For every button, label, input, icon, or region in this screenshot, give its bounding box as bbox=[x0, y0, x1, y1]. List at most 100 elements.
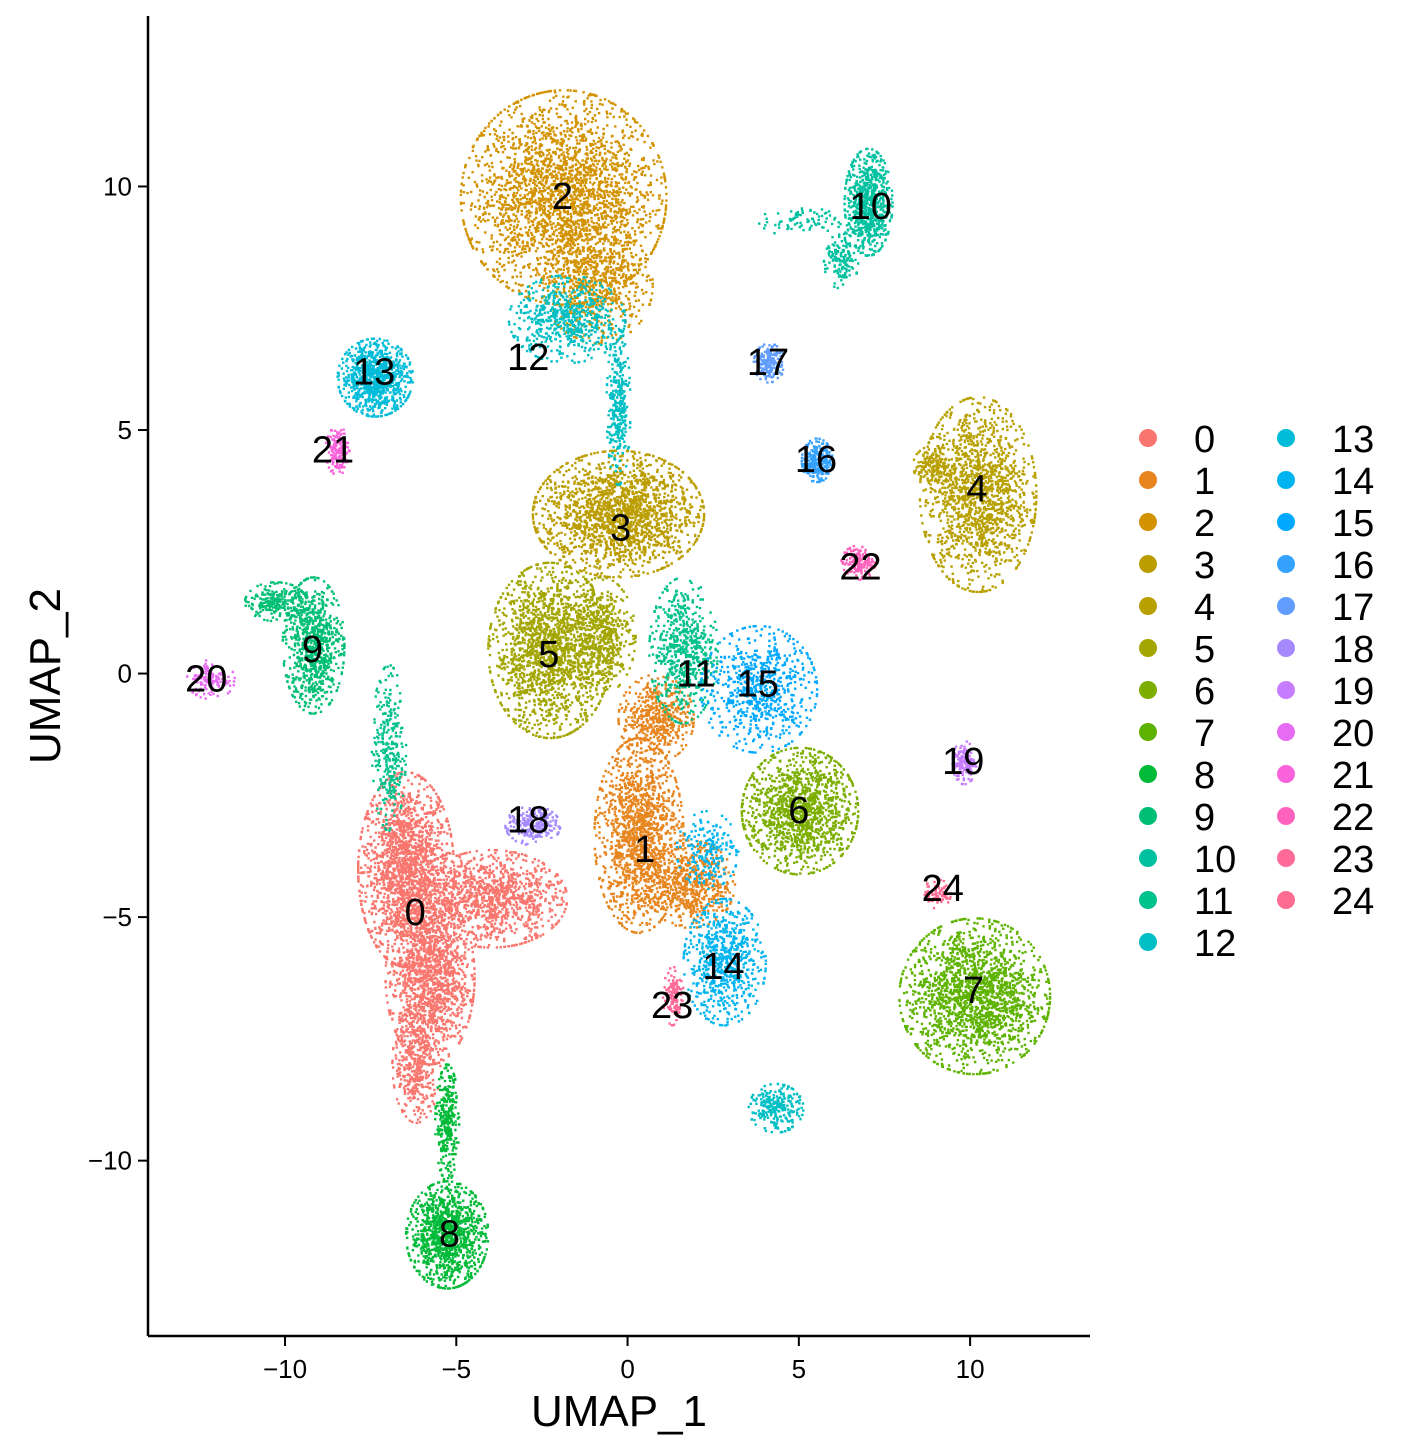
cluster-13-points bbox=[336, 337, 414, 418]
legend-key-11 bbox=[1139, 891, 1157, 909]
cluster-24-points bbox=[923, 878, 952, 910]
cluster-17-points bbox=[752, 343, 785, 384]
cluster-label-3: 3 bbox=[610, 507, 631, 549]
x-tick-label: 5 bbox=[792, 1354, 806, 1384]
legend-key-5 bbox=[1139, 639, 1157, 657]
cluster-8-cloud bbox=[404, 1063, 490, 1290]
legend-key-14 bbox=[1277, 471, 1295, 489]
x-tick-label: −10 bbox=[263, 1354, 307, 1384]
y-tick-label: −10 bbox=[88, 1146, 132, 1176]
legend-label-9: 9 bbox=[1194, 797, 1215, 839]
cluster-label-17: 17 bbox=[747, 342, 789, 384]
cluster-0-points bbox=[357, 771, 568, 1125]
y-tick-label: 10 bbox=[103, 171, 132, 201]
cluster-22-points bbox=[840, 545, 877, 581]
legend-label-6: 6 bbox=[1194, 671, 1215, 713]
legend-label-5: 5 bbox=[1194, 629, 1215, 671]
legend-key-1 bbox=[1139, 471, 1157, 489]
cluster-23-points bbox=[661, 966, 685, 1027]
cluster-label-4: 4 bbox=[966, 468, 987, 510]
cluster-label-9: 9 bbox=[302, 629, 323, 671]
cluster-7-points bbox=[898, 917, 1052, 1076]
cluster-16-points bbox=[800, 437, 834, 484]
cluster-1-cloud bbox=[593, 674, 737, 935]
cluster-23-cloud bbox=[661, 966, 685, 1027]
legend-key-7 bbox=[1139, 723, 1157, 741]
cluster-20-cloud bbox=[186, 659, 236, 700]
legend-label-3: 3 bbox=[1194, 545, 1215, 587]
legend-label-2: 2 bbox=[1194, 503, 1215, 545]
cluster-13-cloud bbox=[336, 337, 414, 418]
y-axis-title: UMAP_2 bbox=[21, 588, 70, 764]
legend-label-14: 14 bbox=[1332, 461, 1374, 503]
cluster-label-21: 21 bbox=[312, 430, 354, 472]
legend-label-20: 20 bbox=[1332, 713, 1374, 755]
cluster-16-cloud bbox=[800, 437, 834, 484]
y-tick-label: −5 bbox=[102, 902, 132, 932]
cluster-label-24: 24 bbox=[922, 868, 964, 910]
cluster-label-2: 2 bbox=[552, 176, 573, 218]
legend-key-15 bbox=[1277, 513, 1295, 531]
cluster-21-points bbox=[325, 428, 351, 475]
cluster-label-18: 18 bbox=[507, 800, 549, 842]
legend-label-23: 23 bbox=[1332, 839, 1374, 881]
cluster-label-10: 10 bbox=[850, 186, 892, 228]
legend-label-10: 10 bbox=[1194, 839, 1236, 881]
legend-label-8: 8 bbox=[1194, 755, 1215, 797]
cluster-15-cloud bbox=[699, 625, 819, 754]
legend-label-15: 15 bbox=[1332, 503, 1374, 545]
x-axis-title: UMAP_1 bbox=[531, 1387, 707, 1436]
legend-key-19 bbox=[1277, 681, 1295, 699]
cluster-4-cloud bbox=[912, 396, 1038, 594]
legend-key-0 bbox=[1139, 429, 1157, 447]
cluster-22-cloud bbox=[840, 545, 877, 581]
cluster-19-points bbox=[951, 740, 978, 786]
legend-label-0: 0 bbox=[1194, 419, 1215, 461]
cluster-3-cloud bbox=[531, 449, 706, 579]
cluster-6-points bbox=[740, 746, 860, 876]
legend-label-21: 21 bbox=[1332, 755, 1374, 797]
legend-key-4 bbox=[1139, 597, 1157, 615]
cluster-label-6: 6 bbox=[788, 790, 809, 832]
cluster-label-16: 16 bbox=[795, 439, 837, 481]
axes bbox=[146, 16, 1090, 1338]
cluster-14-cloud bbox=[675, 810, 767, 1027]
legend-label-13: 13 bbox=[1332, 419, 1374, 461]
cluster-label-7: 7 bbox=[963, 970, 984, 1012]
cluster-18-points bbox=[504, 805, 562, 846]
cluster-24-cloud bbox=[923, 878, 952, 910]
cluster-label-14: 14 bbox=[702, 946, 744, 988]
cluster-4-points bbox=[912, 396, 1038, 594]
cluster-18-cloud bbox=[504, 805, 562, 846]
cluster-label-19: 19 bbox=[942, 741, 984, 783]
legend-label-7: 7 bbox=[1194, 713, 1215, 755]
x-tick-label: 10 bbox=[956, 1354, 985, 1384]
legend-key-21 bbox=[1277, 765, 1295, 783]
legend-key-18 bbox=[1277, 639, 1295, 657]
cluster-label-0: 0 bbox=[405, 892, 426, 934]
legend-label-18: 18 bbox=[1332, 629, 1374, 671]
legend-key-13 bbox=[1277, 429, 1295, 447]
legend-key-9 bbox=[1139, 807, 1157, 825]
cluster-10-points bbox=[758, 147, 894, 290]
legend-key-16 bbox=[1277, 555, 1295, 573]
cluster-17-cloud bbox=[752, 343, 785, 384]
cluster-5-points bbox=[487, 561, 637, 740]
legend-key-2 bbox=[1139, 513, 1157, 531]
cluster-20-points bbox=[186, 659, 236, 700]
legend-label-17: 17 bbox=[1332, 587, 1374, 629]
y-tick-label: 5 bbox=[118, 415, 132, 445]
legend-key-12 bbox=[1139, 933, 1157, 951]
cluster-label-23: 23 bbox=[651, 985, 693, 1027]
cluster-label-20: 20 bbox=[185, 658, 227, 700]
legend-key-10 bbox=[1139, 849, 1157, 867]
legend-key-6 bbox=[1139, 681, 1157, 699]
cluster-label-5: 5 bbox=[538, 634, 559, 676]
legend-label-11: 11 bbox=[1194, 881, 1233, 923]
legend-label-4: 4 bbox=[1194, 587, 1215, 629]
cluster-19-cloud bbox=[951, 740, 978, 786]
cluster-3-points bbox=[531, 449, 706, 579]
legend-key-23 bbox=[1277, 849, 1295, 867]
legend-key-24 bbox=[1277, 891, 1295, 909]
